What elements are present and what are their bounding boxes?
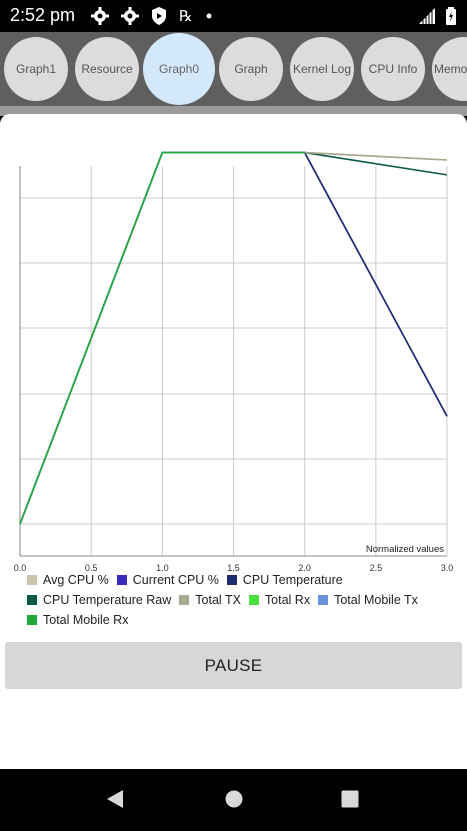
pause-button[interactable]: PAUSE bbox=[5, 642, 462, 689]
legend-item: Avg CPU % bbox=[27, 573, 109, 587]
x-tick-label: 3.0 bbox=[441, 563, 454, 573]
legend-swatch bbox=[226, 575, 237, 585]
tab-resource[interactable]: Resource bbox=[75, 37, 139, 101]
legend-label: Total Mobile Tx bbox=[334, 593, 418, 607]
chart-legend: Avg CPU % Current CPU % CPU Temperature CPU… bbox=[27, 573, 457, 633]
tab-graph0[interactable]: Graph0 bbox=[143, 33, 215, 105]
legend-label: CPU Temperature bbox=[242, 573, 343, 587]
legend-label: Total TX bbox=[195, 593, 241, 607]
battery-icon bbox=[446, 7, 456, 25]
dot-icon bbox=[206, 13, 212, 19]
status-right-icons bbox=[417, 6, 457, 26]
legend-swatch bbox=[318, 595, 329, 605]
tab-label: Graph1 bbox=[15, 62, 57, 76]
tab-label: Resource bbox=[81, 62, 133, 76]
tab-graph[interactable]: Graph bbox=[219, 37, 283, 101]
legend-label: Current CPU % bbox=[132, 573, 219, 587]
prescription-icon: ℞ bbox=[179, 7, 192, 25]
legend-swatch bbox=[179, 595, 190, 605]
x-tick-label: 1.5 bbox=[227, 563, 240, 573]
legend-swatch bbox=[27, 575, 37, 585]
gear-icon bbox=[91, 7, 109, 25]
divider-bar bbox=[0, 106, 467, 116]
tab-strip: Graph1 Resource Graph0 Graph Kernel Log … bbox=[0, 32, 467, 106]
legend-label: Total Rx bbox=[264, 593, 311, 607]
legend-item: Current CPU % bbox=[116, 573, 219, 587]
legend-swatch bbox=[248, 595, 259, 605]
tab-label: CPU Info bbox=[368, 62, 418, 76]
tab-cpu-info[interactable]: CPU Info bbox=[361, 37, 425, 101]
status-time: 2:52 pm bbox=[10, 5, 76, 25]
legend-label: CPU Temperature Raw bbox=[43, 593, 172, 607]
legend-item: Total Mobile Tx bbox=[318, 593, 418, 607]
shield-icon bbox=[152, 7, 166, 25]
legend-label: Total Mobile Rx bbox=[43, 613, 129, 627]
gear-icon bbox=[121, 7, 139, 25]
tab-label: Graph bbox=[234, 62, 268, 76]
legend-swatch bbox=[116, 575, 127, 585]
x-tick-label: 0.5 bbox=[85, 563, 98, 573]
x-tick-label: 1.0 bbox=[156, 563, 169, 573]
legend-swatch bbox=[27, 615, 37, 625]
chart-card: 0.0 0.5 1.0 1.5 2.0 2.5 3.0 Normalized values A… bbox=[0, 114, 467, 769]
recents-icon[interactable] bbox=[340, 789, 360, 809]
navigation-bar bbox=[0, 769, 467, 831]
tab-kernel-log[interactable]: Kernel Log bbox=[290, 37, 354, 101]
x-tick-label: 2.5 bbox=[370, 563, 383, 573]
legend-swatch bbox=[27, 595, 37, 605]
legend-item: Total TX bbox=[179, 593, 241, 607]
back-icon[interactable] bbox=[105, 789, 125, 809]
tab-graph1[interactable]: Graph1 bbox=[4, 37, 68, 101]
status-icons: ℞ bbox=[90, 6, 214, 26]
tab-memory[interactable]: Memor bbox=[432, 37, 467, 101]
tab-label: Graph0 bbox=[158, 62, 200, 76]
legend-label: Avg CPU % bbox=[43, 573, 109, 587]
legend-row: CPU Temperature Raw Total TX Total Rx Total… bbox=[27, 593, 457, 607]
svg-text:℞: ℞ bbox=[179, 7, 192, 25]
legend-item: CPU Temperature Raw bbox=[27, 593, 171, 607]
home-icon[interactable] bbox=[224, 789, 244, 809]
legend-item: Total Rx bbox=[248, 593, 311, 607]
pause-button-label: PAUSE bbox=[204, 655, 263, 675]
line-chart: 0.0 0.5 1.0 1.5 2.0 2.5 3.0 Normalized values bbox=[14, 151, 454, 573]
x-tick-label: 0.0 bbox=[14, 563, 27, 573]
x-tick-label: 2.0 bbox=[298, 563, 311, 573]
legend-item: Total Mobile Rx bbox=[27, 613, 128, 627]
tab-label: Memor bbox=[434, 62, 467, 76]
chart-annotation: Normalized values bbox=[366, 544, 444, 555]
signal-icon bbox=[419, 8, 435, 24]
legend-row: Avg CPU % Current CPU % CPU Temperature bbox=[27, 573, 457, 587]
tab-label: Kernel Log bbox=[292, 62, 352, 76]
series-line bbox=[19, 151, 305, 525]
status-bar: 2:52 pm ℞ bbox=[0, 0, 467, 32]
legend-row: Total Mobile Rx bbox=[27, 613, 457, 627]
legend-item: CPU Temperature bbox=[226, 573, 343, 587]
